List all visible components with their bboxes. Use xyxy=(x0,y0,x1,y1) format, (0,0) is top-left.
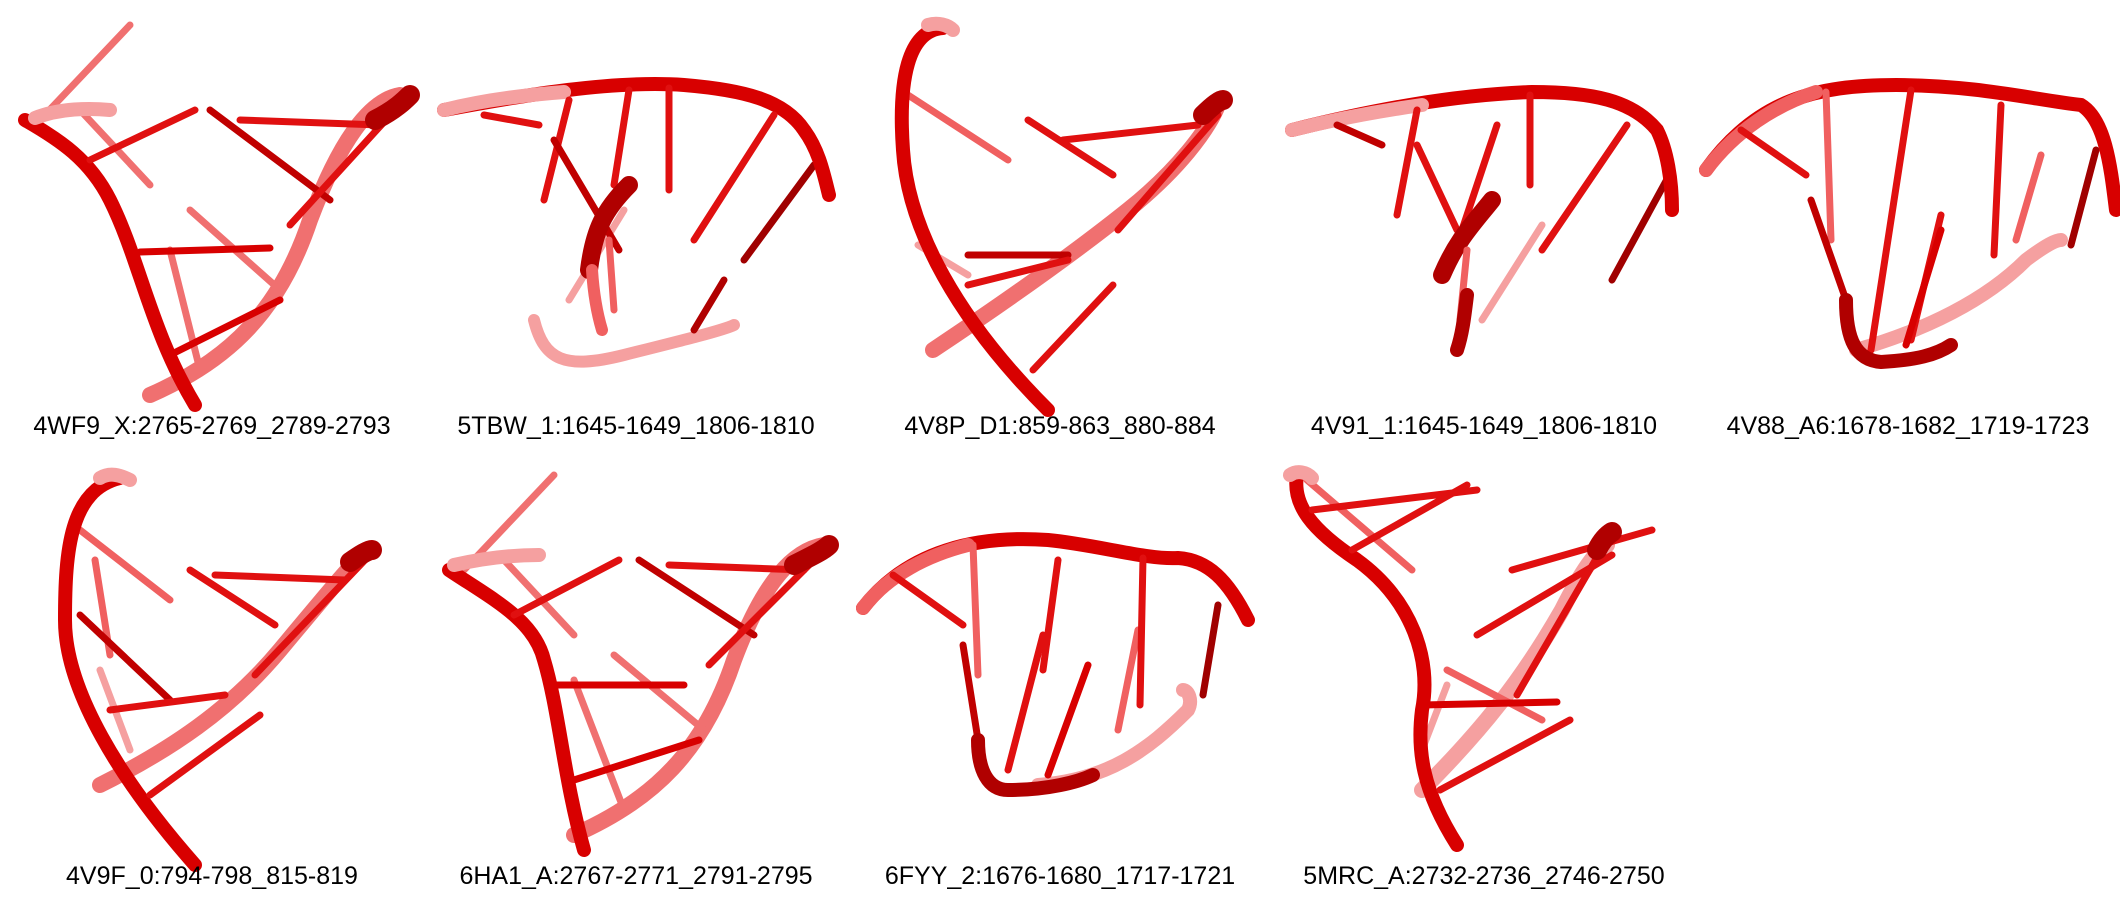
panel-4v8p: 4V8P_D1:859-863_880-884 xyxy=(848,0,1272,450)
panel-4v91: 4V91_1:1645-1649_1806-1810 xyxy=(1272,0,1696,450)
panel-4wf9: 4WF9_X:2765-2769_2789-2793 xyxy=(0,0,424,450)
rna-structure-5mrc xyxy=(1272,450,1696,860)
structure-label: 5TBW_1:1645-1649_1806-1810 xyxy=(424,412,848,441)
panel-4v88: 4V88_A6:1678-1682_1719-1723 xyxy=(1696,0,2120,450)
rna-structure-4v88 xyxy=(1696,0,2120,410)
structure-label: 4V8P_D1:859-863_880-884 xyxy=(848,412,1272,441)
structure-label: 4WF9_X:2765-2769_2789-2793 xyxy=(0,412,424,441)
panel-6ha1: 6HA1_A:2767-2771_2791-2795 xyxy=(424,450,848,900)
rna-structure-6fyy xyxy=(848,450,1272,860)
structure-label: 5MRC_A:2732-2736_2746-2750 xyxy=(1272,862,1696,891)
structure-label: 6HA1_A:2767-2771_2791-2795 xyxy=(424,862,848,891)
rna-structure-4v91 xyxy=(1272,0,1696,410)
rna-structure-4v9f xyxy=(0,450,424,860)
rna-structure-4wf9 xyxy=(0,0,424,410)
panel-5mrc: 5MRC_A:2732-2736_2746-2750 xyxy=(1272,450,1696,900)
structure-label: 4V9F_0:794-798_815-819 xyxy=(0,862,424,891)
panel-5tbw: 5TBW_1:1645-1649_1806-1810 xyxy=(424,0,848,450)
panel-4v9f: 4V9F_0:794-798_815-819 xyxy=(0,450,424,900)
panel-6fyy: 6FYY_2:1676-1680_1717-1721 xyxy=(848,450,1272,900)
rna-structure-6ha1 xyxy=(424,450,848,860)
rna-structure-5tbw xyxy=(424,0,848,410)
structure-label: 6FYY_2:1676-1680_1717-1721 xyxy=(848,862,1272,891)
structure-label: 4V91_1:1645-1649_1806-1810 xyxy=(1272,412,1696,441)
rna-structure-4v8p xyxy=(848,0,1272,410)
structure-label: 4V88_A6:1678-1682_1719-1723 xyxy=(1696,412,2120,441)
